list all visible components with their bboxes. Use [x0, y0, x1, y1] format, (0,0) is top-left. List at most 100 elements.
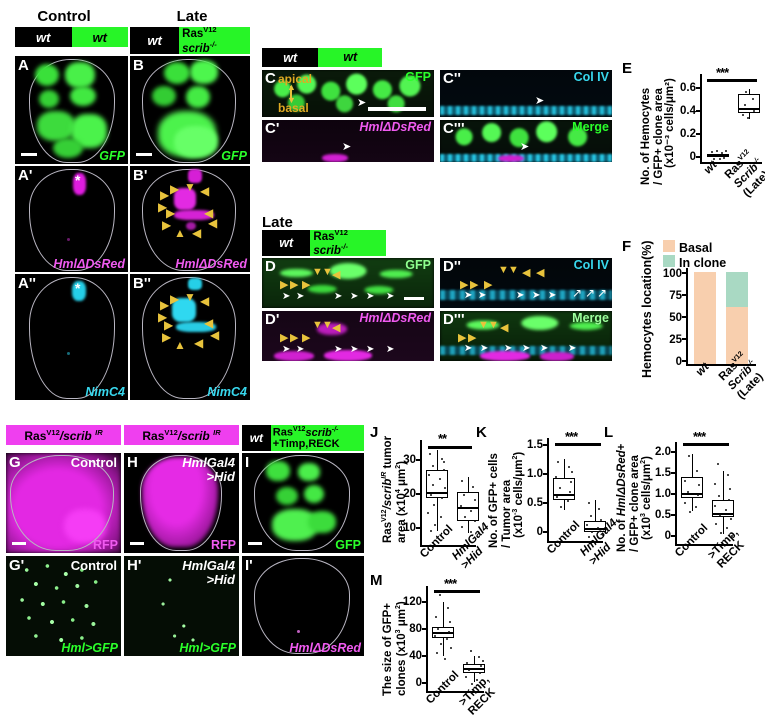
genotype-bar-h: RasV12/scrib IR — [124, 425, 239, 445]
arrowhead-yellow: ▼ — [322, 266, 333, 278]
arrowhead-white: ➤ — [386, 344, 395, 355]
panel-C-channel: GFP — [405, 70, 431, 84]
panel-M-significance-bar — [434, 590, 480, 593]
panel-K-ytick: 0.5 — [527, 497, 543, 509]
panel-Dprime-letter: D' — [265, 311, 280, 328]
arrowhead-yellow: ▶ — [302, 332, 311, 344]
group-title-control: Control — [37, 8, 91, 25]
arrowhead-white: ➤ — [334, 344, 343, 355]
panel-C-letter: C — [265, 70, 276, 87]
panel-F-ytickmark — [682, 294, 687, 296]
panel-F-bar-ras-inclone — [726, 272, 748, 307]
arrowhead-yellow: ▶ — [280, 279, 289, 291]
panel-E-median-rasv12 — [738, 108, 760, 110]
panel-L-box-timpreck — [712, 500, 734, 517]
panel-G-image: G Control RFP — [6, 453, 121, 553]
panel-Cdoubleprime-channel: Col IV — [573, 70, 609, 84]
panel-M-xlabel-control: Control — [424, 669, 462, 707]
arrowhead-yellow: ▶ — [468, 332, 477, 344]
panel-L-whisker-timpreck — [722, 471, 724, 500]
panel-Iprime-image: I' HmlΔDsRed — [242, 556, 364, 656]
panel-L-ytickmark — [671, 472, 676, 474]
arrowhead-white: ➤ — [568, 343, 577, 354]
panel-K-median-hmlgal4 — [584, 528, 606, 530]
panel-Dtripleprime-letter: D''' — [443, 311, 465, 328]
genotype-bar-b: wt RasV12 scrib-/- — [130, 27, 250, 54]
arrowhead-yellow: ▶ — [460, 279, 469, 291]
arrowhead-white: ➤ — [504, 343, 513, 354]
panel-Cprime-letter: C' — [265, 120, 280, 137]
arrowhead-white: ➤ — [282, 291, 291, 302]
genotype-green-i-line1: RasV12scrib-/- — [272, 426, 339, 439]
arrowhead-white: ➤ — [350, 291, 359, 302]
panel-K-whisker-control — [563, 459, 565, 478]
panel-M-median-control — [432, 632, 454, 634]
arrowhead-yellow: ▼ — [322, 319, 333, 331]
panel-M-ytickmark — [422, 655, 427, 657]
panel-Adoubleprime-channel: NimC4 — [85, 384, 125, 399]
panel-J-whisker-hmlgal4 — [467, 477, 469, 492]
arrowhead-yellow: ▼ — [184, 290, 196, 304]
arrowhead-yellow: ▶ — [280, 332, 289, 344]
arrowhead-yellow: ▼ — [312, 319, 323, 331]
genotype-bar-i: wt RasV12scrib-/- +Timp,RECK — [242, 425, 364, 451]
panel-E-ytickmark — [696, 133, 701, 135]
panel-Adoubleprime-asterisk: * — [75, 280, 81, 296]
panel-L-ytick: 0 — [664, 530, 671, 542]
panel-Ctripleprime-letter: C''' — [443, 120, 465, 137]
genotype-magenta-g: RasV12/scrib IR — [6, 425, 121, 445]
panel-L-ytick: 1.5 — [655, 467, 671, 479]
panel-K-median-control — [553, 494, 575, 496]
panel-L-letter: L — [604, 424, 614, 441]
panel-F-xlabel-rasv12: RasV12 Scrib-/- (Late) — [716, 350, 765, 402]
panel-Ddoubleprime-letter: D'' — [443, 258, 461, 275]
panel-C-apical-basal-arrow — [290, 86, 292, 100]
panel-I-letter: I — [245, 454, 250, 471]
panel-J-whisker-control — [436, 498, 438, 531]
panel-M-letter: M — [370, 572, 383, 589]
arrow-white: ↗ — [597, 286, 608, 300]
genotype-green-c: wt — [318, 48, 382, 67]
panel-I-image: I GFP — [242, 453, 364, 553]
panel-L-xlabel-timpreck: >Timp, RECK — [706, 526, 747, 571]
panel-E-ytick: 0 — [689, 151, 696, 163]
arrowhead-yellow: ◀ — [522, 267, 531, 279]
arrowhead-yellow: ▼ — [498, 264, 509, 276]
genotype-wt-b: wt — [130, 27, 180, 54]
panel-Bdoubleprime-channel: NimC4 — [207, 384, 247, 399]
panel-E-letter: E — [622, 60, 633, 77]
panel-C-image: C apical basal ▲ ▼ ➤ GFP — [262, 70, 434, 117]
arrowhead-white: ➤ — [464, 290, 473, 301]
panel-Cdoubleprime-letter: C'' — [443, 70, 461, 87]
panel-E-ytick: 0.6 — [680, 82, 696, 94]
arrowhead-yellow: ◀ — [194, 336, 204, 350]
arrowhead-yellow: ▶ — [162, 330, 172, 344]
panel-Gprime-channel: Hml>GFP — [61, 640, 118, 655]
arrowhead-white: ➤ — [386, 291, 395, 302]
arrowhead-yellow: ▶ — [290, 279, 299, 291]
panel-Iprime-channel: HmlΔDsRed — [289, 640, 361, 655]
panel-F-letter: F — [622, 238, 632, 255]
arrowhead-white: ➤ — [532, 290, 541, 301]
panel-M-significance: *** — [444, 576, 457, 591]
panel-Cdoubleprime-image: C'' ➤ Col IV — [440, 70, 612, 117]
panel-L-ytick: 1.0 — [655, 488, 671, 500]
panel-Adoubleprime-letter: A'' — [18, 275, 36, 292]
panel-M-ytick: 0 — [415, 677, 422, 689]
panel-Adoubleprime-image: * NimC4 A'' — [15, 274, 128, 400]
panel-J-box-control — [426, 470, 448, 498]
arrowhead-yellow: ▶ — [170, 292, 180, 306]
arrowhead-yellow: ◀ — [200, 294, 210, 308]
panel-F-ytickmark — [682, 272, 687, 274]
panel-E-xaxis — [700, 162, 762, 164]
panel-L-whisker-control — [691, 454, 693, 477]
panel-J-significance-bar — [428, 446, 472, 449]
arrow-white: ↗ — [572, 286, 583, 300]
panel-B-letter: B — [133, 57, 144, 74]
arrowhead-white: ➤ — [535, 95, 545, 107]
panel-M-ytick: 120 — [402, 596, 422, 608]
genotype-magenta-h: RasV12/scrib IR — [124, 425, 239, 445]
panel-M-whisker-timpreck — [473, 656, 475, 664]
arrowhead-yellow: ▼ — [488, 319, 499, 331]
arrowhead-white: ➤ — [296, 291, 305, 302]
